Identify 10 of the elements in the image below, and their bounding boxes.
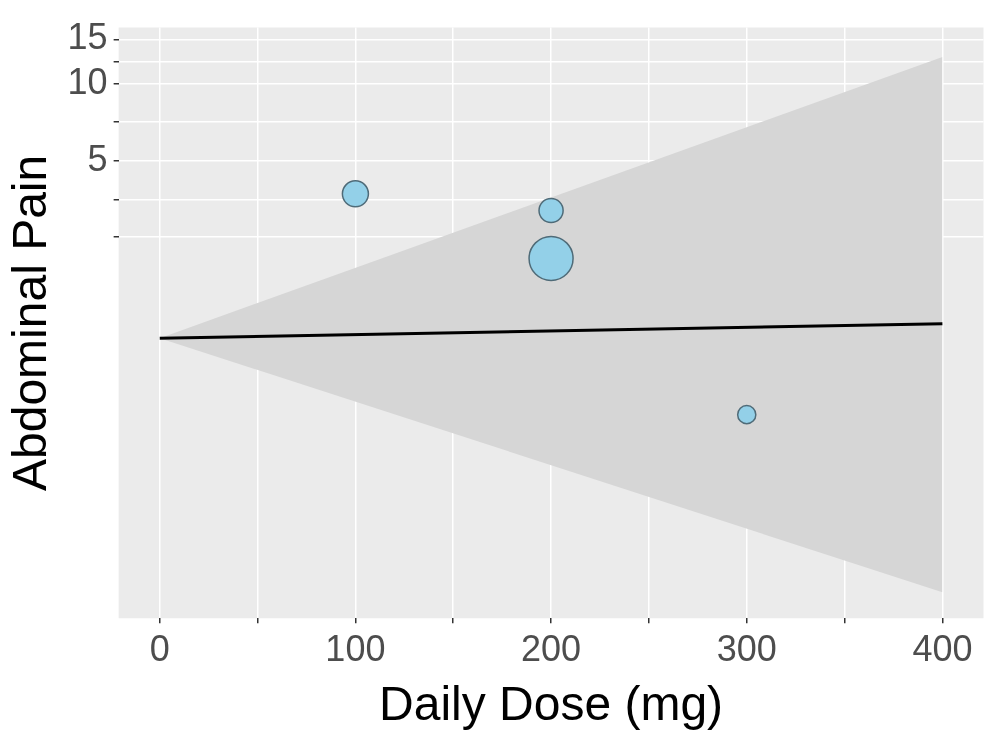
x-tick-label: 100 <box>325 627 386 669</box>
y-tick-label: 10 <box>67 61 108 103</box>
x-tick-label: 300 <box>716 627 777 669</box>
x-tick-label: 200 <box>521 627 582 669</box>
y-tick-label: 5 <box>87 137 108 179</box>
x-tick-label: 0 <box>149 627 170 669</box>
y-axis-title: Abdominal Pain <box>3 154 57 492</box>
y-tick-label: 15 <box>67 16 108 58</box>
x-axis-title: Daily Dose (mg) <box>379 677 724 731</box>
x-tick-label: 400 <box>912 627 973 669</box>
